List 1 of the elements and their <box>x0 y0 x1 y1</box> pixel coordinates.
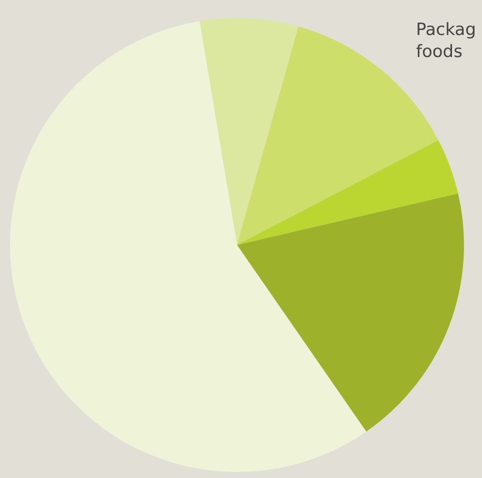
slice-label: Packag foods <box>416 20 476 62</box>
